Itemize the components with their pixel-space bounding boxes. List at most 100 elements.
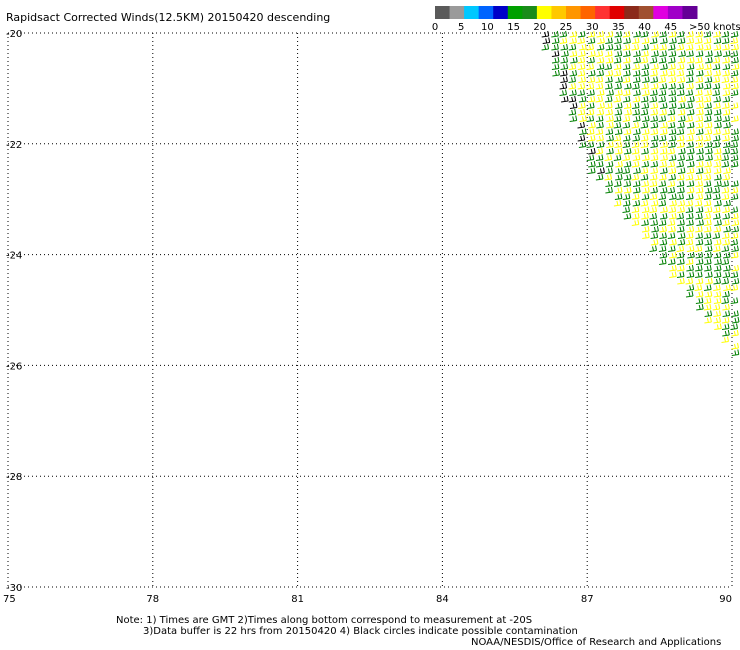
wind-barb xyxy=(659,238,668,246)
wind-barb xyxy=(677,76,686,83)
wind-barb xyxy=(731,128,739,135)
wind-barb xyxy=(687,56,695,64)
x-tick-label: 84 xyxy=(436,594,449,605)
wind-barb xyxy=(615,160,623,168)
wind-barb xyxy=(677,154,685,161)
wind-barb xyxy=(731,56,739,64)
wind-barb xyxy=(604,95,613,103)
wind-barb xyxy=(713,69,721,77)
wind-barb xyxy=(669,37,677,44)
wind-barb xyxy=(649,173,658,181)
wind-barb xyxy=(731,310,739,317)
colorbar-label: 5 xyxy=(458,22,464,33)
wind-barb xyxy=(731,180,739,187)
wind-barb xyxy=(578,95,587,103)
wind-barb xyxy=(659,160,667,168)
wind-barb xyxy=(730,50,739,57)
wind-barb xyxy=(587,76,596,83)
axes: 75 78 81 84 87 90 -20 -22 -24 -26 -28 -30 xyxy=(3,29,732,605)
wind-barb xyxy=(704,264,712,272)
wind-barb xyxy=(642,115,650,122)
wind-barb xyxy=(686,37,695,44)
wind-barb xyxy=(551,50,560,57)
wind-barb xyxy=(650,128,659,135)
wind-barb xyxy=(730,37,738,44)
wind-barb xyxy=(577,134,586,142)
wind-barb xyxy=(561,95,569,103)
wind-barb xyxy=(613,69,622,77)
wind-barb xyxy=(669,102,677,109)
wind-barb xyxy=(658,219,667,226)
wind-barb xyxy=(667,186,676,194)
wind-barb xyxy=(703,37,712,44)
wind-barb xyxy=(587,102,595,109)
wind-barb xyxy=(678,115,686,122)
wind-barb xyxy=(623,128,632,135)
wind-barb xyxy=(605,108,613,116)
wind-barb xyxy=(703,199,712,207)
wind-barb xyxy=(676,63,685,70)
wind-barb xyxy=(731,264,740,272)
wind-barb xyxy=(695,167,704,174)
wind-barb xyxy=(613,121,622,129)
wind-barb xyxy=(633,186,641,194)
wind-barb xyxy=(596,56,605,64)
wind-barb xyxy=(568,95,577,103)
wind-barb xyxy=(731,329,739,337)
wind-barb xyxy=(596,63,605,70)
wind-barb xyxy=(577,108,586,116)
wind-barb xyxy=(642,186,650,194)
wind-barb xyxy=(649,193,658,200)
wind-barb xyxy=(721,76,730,83)
wind-barb xyxy=(695,271,703,278)
wind-barb xyxy=(723,284,731,291)
wind-barb xyxy=(641,180,649,187)
wind-barb xyxy=(622,95,631,103)
colorbar-swatch xyxy=(435,6,451,19)
wind-barb xyxy=(623,50,631,57)
wind-barb xyxy=(695,115,704,122)
wind-barb xyxy=(623,37,631,44)
wind-barb xyxy=(668,56,676,64)
wind-barb xyxy=(704,219,712,226)
wind-barb xyxy=(713,277,721,285)
wind-barb xyxy=(712,303,721,311)
wind-barb xyxy=(730,69,739,77)
wind-barb xyxy=(730,76,739,83)
wind-barb xyxy=(705,50,713,57)
wind-barb xyxy=(687,128,695,135)
wind-barb xyxy=(605,186,613,194)
wind-barb xyxy=(649,212,657,220)
wind-barb xyxy=(650,102,659,109)
wind-barb xyxy=(695,232,703,239)
wind-barb xyxy=(641,102,650,109)
wind-barb xyxy=(622,76,631,83)
wind-barb xyxy=(606,141,614,148)
x-tick-label: 78 xyxy=(146,594,159,605)
wind-barb xyxy=(541,43,550,51)
wind-barb xyxy=(641,206,650,213)
wind-barb xyxy=(641,69,649,77)
wind-barb xyxy=(615,167,623,174)
wind-barb xyxy=(676,245,685,252)
wind-barb xyxy=(677,264,685,272)
wind-barb xyxy=(633,115,641,122)
wind-barb xyxy=(685,173,694,181)
wind-barb xyxy=(722,89,731,96)
wind-barb xyxy=(586,128,595,135)
wind-barb xyxy=(703,297,712,304)
wind-barb xyxy=(713,225,722,233)
wind-barb xyxy=(595,128,604,135)
wind-barb xyxy=(723,225,731,233)
wind-barb xyxy=(713,251,722,259)
wind-barb xyxy=(588,121,596,129)
wind-barb xyxy=(687,160,695,168)
wind-barb xyxy=(649,95,658,103)
wind-barb xyxy=(551,63,560,70)
wind-barbs xyxy=(541,30,740,356)
wind-barb xyxy=(704,115,712,122)
wind-barb xyxy=(659,173,667,181)
wind-barb xyxy=(676,173,685,181)
wind-barb xyxy=(713,206,721,213)
wind-barb xyxy=(721,297,729,304)
